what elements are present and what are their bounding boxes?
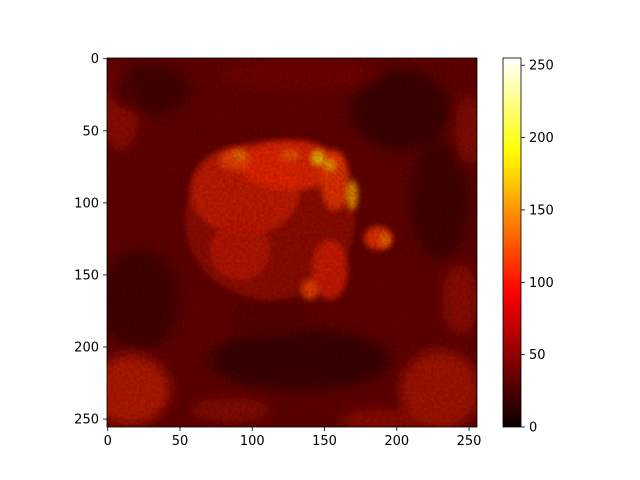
colorbar-gradient (503, 58, 521, 427)
y-tick-label: 100 (74, 196, 99, 211)
y-tick-label: 150 (74, 268, 99, 283)
x-tick-label: 50 (172, 434, 189, 449)
x-tick-label: 250 (457, 434, 482, 449)
x-tick-label: 200 (384, 434, 409, 449)
colorbar: 0 50 100 150 200 250 (502, 57, 554, 436)
y-tick-label: 200 (74, 341, 99, 356)
colorbar-tick-label: 250 (529, 59, 554, 74)
y-tick-label: 50 (82, 124, 99, 139)
heatmap-image (107, 58, 477, 427)
colorbar-ticks: 0 50 100 150 200 250 (521, 59, 554, 436)
colorbar-tick-label: 200 (529, 131, 554, 146)
colorbar-tick-label: 50 (529, 348, 546, 363)
y-tick-label: 0 (91, 52, 99, 67)
x-tick-label: 100 (240, 434, 265, 449)
x-axis: 0 50 100 150 200 250 (104, 427, 482, 449)
y-axis: 0 50 100 150 200 250 (74, 52, 107, 428)
y-tick-label: 250 (74, 413, 99, 428)
x-tick-label: 150 (312, 434, 337, 449)
colorbar-frame (502, 57, 522, 428)
colorbar-tick-label: 0 (529, 421, 537, 436)
x-tick-label: 0 (104, 434, 112, 449)
colorbar-tick-label: 100 (529, 276, 554, 291)
colorbar-tick-label: 150 (529, 203, 554, 218)
plot-frame (106, 57, 478, 428)
